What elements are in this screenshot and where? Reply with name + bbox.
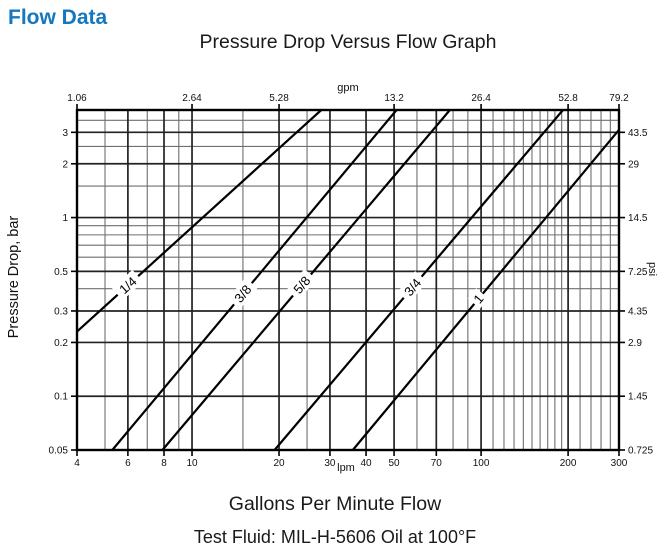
top-tick-label: 52.8 (558, 93, 578, 104)
bottom-tick-label: 6 (125, 458, 131, 469)
right-tick-label: 7.25 (628, 267, 648, 278)
right-tick-label: 0.725 (628, 446, 653, 457)
series-label-gap (227, 277, 258, 310)
series-line (76, 109, 323, 333)
bottom-tick-label: 70 (431, 458, 443, 469)
right-tick-label: 1.45 (628, 392, 648, 403)
series-line (351, 129, 620, 451)
test-fluid-note: Test Fluid: MIL-H-5606 Oil at 100°F (193, 527, 477, 547)
right-tick-label: 29 (628, 159, 640, 170)
bottom-tick-label: 10 (186, 458, 198, 469)
series-line (111, 109, 398, 451)
x-axis-title: Gallons Per Minute Flow (228, 493, 442, 515)
bottom-tick-label: 200 (560, 458, 577, 469)
bottom-axis-unit-label: lpm (337, 462, 355, 474)
top-tick-label: 1.06 (67, 93, 87, 104)
left-tick-label: 0.2 (54, 338, 68, 349)
top-tick-label: 2.64 (182, 93, 202, 104)
top-tick-label: 79.2 (609, 93, 629, 104)
bottom-tick-label: 100 (473, 458, 490, 469)
right-axis-unit-label: psi (646, 261, 658, 277)
left-tick-label: 0.5 (54, 267, 68, 278)
top-axis-unit-label: gpm (337, 82, 359, 94)
plot-border (75, 108, 621, 452)
bottom-tick-label: 30 (324, 458, 336, 469)
bottom-tick-label: 8 (161, 458, 167, 469)
left-tick-label: 0.3 (54, 306, 68, 317)
series-label-gap (286, 268, 317, 301)
series-label-gap (111, 269, 144, 301)
left-tick-label: 3 (62, 128, 68, 139)
bottom-tick-label: 20 (273, 458, 285, 469)
bottom-tick-label: 50 (389, 458, 401, 469)
top-tick-label: 5.28 (269, 93, 289, 104)
top-tick-label: 13.2 (384, 93, 404, 104)
top-tick-label: 26.4 (471, 93, 491, 104)
series-label-group: 1 (467, 288, 489, 309)
right-tick-label: 43.5 (628, 128, 648, 139)
left-tick-label: 0.1 (54, 392, 68, 403)
chart-title: Pressure Drop Versus Flow Graph (199, 31, 497, 53)
page-title: Flow Data (8, 6, 108, 29)
series-label-gap (397, 271, 428, 303)
bottom-tick-label: 4 (74, 458, 80, 469)
bottom-tick-label: 40 (360, 458, 372, 469)
y-axis-title: Pressure Drop, bar (6, 215, 22, 339)
right-tick-label: 14.5 (628, 213, 648, 224)
series-label-gap (467, 288, 489, 309)
bottom-tick-label: 300 (611, 458, 628, 469)
left-tick-label: 2 (62, 159, 68, 170)
right-tick-label: 4.35 (628, 306, 648, 317)
left-tick-label: 0.05 (49, 446, 69, 457)
right-tick-label: 2.9 (628, 338, 642, 349)
left-tick-label: 1 (62, 213, 68, 224)
